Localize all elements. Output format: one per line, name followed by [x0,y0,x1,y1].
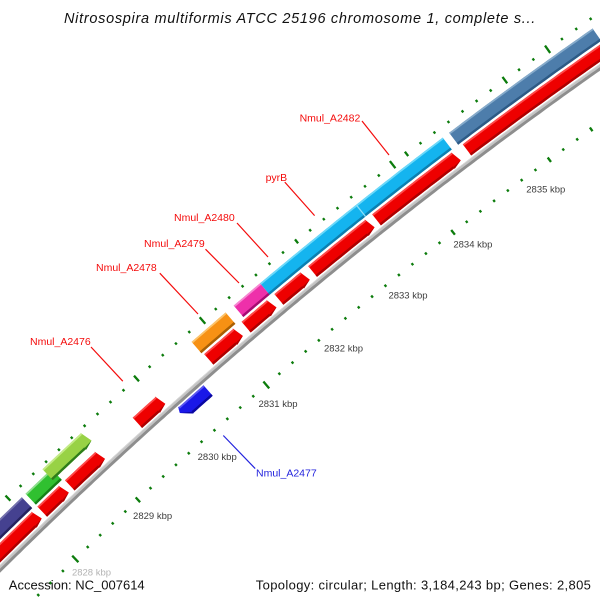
svg-text:Topology: circular; Length: 3,: Topology: circular; Length: 3,184,243 bp… [256,578,591,593]
svg-text:Nmul_A2478: Nmul_A2478 [96,262,157,274]
svg-text:Nmul_A2480: Nmul_A2480 [174,212,235,224]
svg-text:2832 kbp: 2832 kbp [324,343,363,354]
svg-text:2830 kbp: 2830 kbp [198,452,237,463]
svg-text:2834 kbp: 2834 kbp [453,240,492,251]
svg-text:Nmul_A2476: Nmul_A2476 [30,336,91,348]
svg-text:Nmul_A2479: Nmul_A2479 [144,238,205,250]
svg-text:Nitrosospira multiformis ATCC: Nitrosospira multiformis ATCC 25196 chro… [64,11,536,27]
svg-text:2833 kbp: 2833 kbp [388,291,427,302]
svg-text:Nmul_A2482: Nmul_A2482 [300,113,361,125]
svg-text:Nmul_A2477: Nmul_A2477 [256,468,317,480]
svg-text:pyrB: pyrB [266,172,288,184]
svg-text:2835 kbp: 2835 kbp [526,185,565,196]
svg-text:2829 kbp: 2829 kbp [133,511,172,522]
svg-text:Accession: NC_007614: Accession: NC_007614 [9,578,145,593]
svg-text:2831 kbp: 2831 kbp [258,399,297,410]
svg-text:2828 kbp: 2828 kbp [72,568,111,579]
